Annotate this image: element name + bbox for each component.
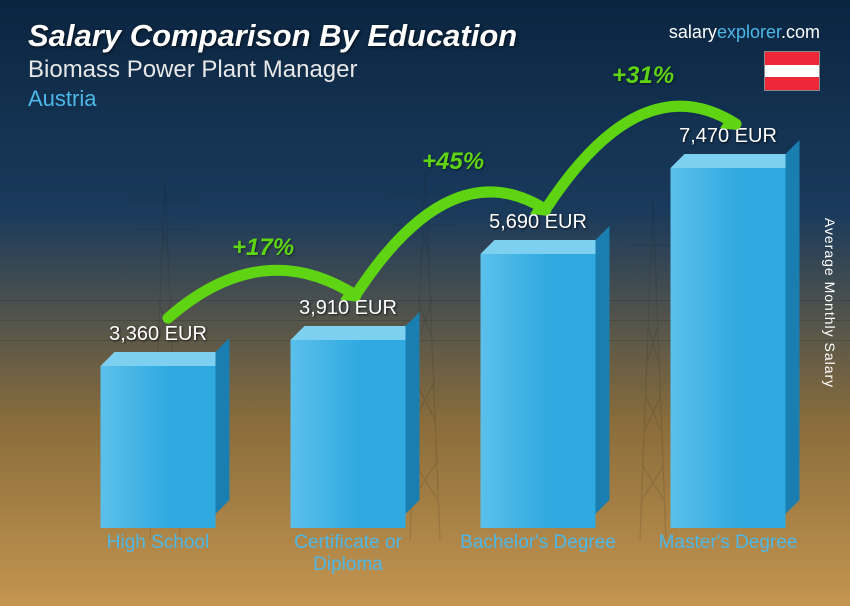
flag-stripe [765,77,819,90]
chart-title: Salary Comparison By Education [28,18,517,54]
bar: 5,690 EUR [481,254,596,528]
bar-category-label: High School [78,532,238,554]
header: Salary Comparison By Education Biomass P… [28,18,517,112]
brand: salaryexplorer.com [669,22,820,91]
chart-country: Austria [28,86,517,112]
bar-value-label: 5,690 EUR [452,211,625,234]
flag-stripe [765,65,819,78]
bar-value-label: 7,470 EUR [642,125,815,148]
bar: 3,360 EUR [101,366,216,528]
bar-category-label: Bachelor's Degree [458,532,618,554]
bar-top-face [101,352,230,366]
increase-pct-label: +31% [612,62,674,90]
brand-tld: .com [781,22,820,42]
bar-top-face [291,326,420,340]
bar-value-label: 3,910 EUR [262,297,435,320]
bar-side-face [216,338,230,514]
bar-front-face [101,366,216,528]
bar: 3,910 EUR [291,340,406,528]
brand-part2: explorer [717,22,781,42]
bar-side-face [406,312,420,514]
bar-value-label: 3,360 EUR [72,323,245,346]
increase-pct-label: +17% [232,234,294,262]
bar-top-face [481,240,610,254]
bar-top-face [671,154,800,168]
bar-group: 3,360 EUR High School [78,62,238,582]
bar-front-face [481,254,596,528]
y-axis-label: Average Monthly Salary [822,218,838,388]
bar-group: 5,690 EUR Bachelor's Degree [458,62,618,582]
bar-side-face [786,140,800,514]
brand-text: salaryexplorer.com [669,22,820,43]
bar-category-label: Master's Degree [648,532,808,554]
bar-side-face [596,226,610,514]
flag-austria [764,51,820,91]
increase-pct-label: +45% [422,148,484,176]
bar-group: 7,470 EUR Master's Degree [648,62,808,582]
bar-group: 3,910 EURCertificate or Diploma [268,62,428,582]
bar-category-label: Certificate or Diploma [268,532,428,576]
bar-front-face [671,168,786,528]
salary-chart: 3,360 EURHigh School3,910 EURCertificate… [40,62,800,582]
flag-stripe [765,52,819,65]
brand-part1: salary [669,22,717,42]
bar: 7,470 EUR [671,168,786,528]
bar-front-face [291,340,406,528]
chart-subtitle: Biomass Power Plant Manager [28,56,517,84]
